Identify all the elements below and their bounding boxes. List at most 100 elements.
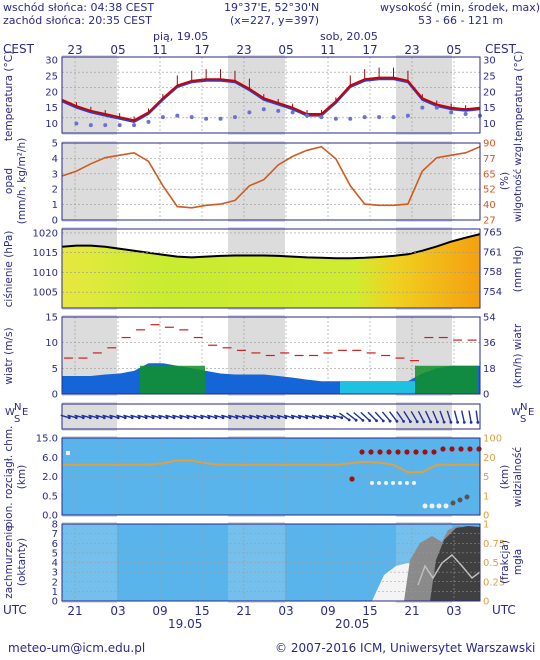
dewpoint-dot <box>117 123 122 128</box>
wind-arrow-head <box>221 416 225 420</box>
cloud-low-dot <box>457 497 463 503</box>
humidity-tick-right: 77 <box>483 154 496 165</box>
humidity-ylabel-right-1: wilgotność wzgl. <box>512 140 524 222</box>
wind-arrow <box>165 414 175 419</box>
visibility-tick-right: 5 <box>483 472 489 483</box>
wind-arrow-head <box>277 416 281 420</box>
cloud-tick-left: 0.0 <box>42 511 58 522</box>
cloud-base-dot <box>413 449 419 455</box>
hour-label-bottom: 09 <box>152 604 167 618</box>
pressure-ylabel-left: ciśnienie (hPa) <box>3 231 15 308</box>
dewpoint-dot <box>319 115 324 120</box>
wind-strong-band <box>415 365 478 394</box>
wind-arrow <box>256 414 266 419</box>
hour-label-bottom: 21 <box>404 604 419 618</box>
dewpoint-dot <box>348 116 353 121</box>
wind-tick-left: 5 <box>52 364 58 375</box>
dewpoint-dot <box>362 115 367 120</box>
pressure-frame <box>61 228 481 309</box>
wind-tick-right: 54 <box>483 313 496 324</box>
wind-arrow-head <box>347 418 351 422</box>
temp-tick-right: 25 <box>483 72 496 83</box>
dewpoint-dot <box>189 115 194 120</box>
visibility-ylabel-right-2: (km) <box>499 465 511 490</box>
cloudcover-tick-left: 4 <box>52 558 58 569</box>
cloudcover-night <box>228 524 285 601</box>
wind-arrow <box>116 414 126 419</box>
wind-arrow <box>410 410 418 423</box>
pressure-line <box>61 233 481 260</box>
wind-arrow-head <box>429 420 433 424</box>
temp-tick-right: 10 <box>483 119 496 130</box>
contact-email[interactable]: meteo-um@icm.edu.pl <box>8 641 146 655</box>
night-band-0-2 <box>396 55 452 135</box>
cloud-base-dot <box>349 476 355 482</box>
pressure-tick-left: 1010 <box>33 268 58 279</box>
wind-arrow <box>123 414 133 419</box>
night-band-1-2 <box>396 141 452 222</box>
temp-tick-left: 15 <box>45 103 58 114</box>
visibility-ylabel-right-1: widzialność <box>512 447 524 507</box>
cloudcover-tick-left: 7 <box>52 529 58 540</box>
temp-ylabel-right: temperatura (°C) <box>513 51 525 141</box>
wind-arrow <box>249 414 259 419</box>
wind-ylabel-left: wiatr (m/s) <box>3 327 15 384</box>
night-band-1-0 <box>62 141 117 222</box>
wind-arrow <box>158 414 168 419</box>
wind-arrow-head <box>409 420 412 423</box>
wind-arrow-head <box>88 416 92 420</box>
compass-w: W <box>5 407 15 418</box>
cloud-base-dot <box>467 446 473 452</box>
precip-tick-left: 1 <box>52 200 58 211</box>
wind-arrow-head <box>249 416 253 420</box>
hour-label-top: 23 <box>404 43 419 57</box>
visibility-tick-right: 20 <box>483 453 496 464</box>
sunrise-text: wschód słońca: 04:38 CEST <box>3 1 155 14</box>
wind-arrow-head <box>381 419 385 423</box>
temp-tick-left: 30 <box>45 56 58 67</box>
precip-tick-left: 5 <box>52 139 58 150</box>
cloud-base-dot <box>368 449 374 455</box>
temp-tick-right: 30 <box>483 56 496 67</box>
wind-arrow-head <box>442 420 446 424</box>
cloud-base-dot <box>395 449 401 455</box>
visibility-frame <box>61 437 481 516</box>
wind-arrow-head <box>144 416 148 420</box>
wind-arrow-head <box>469 421 473 424</box>
wind-arrow <box>367 411 377 422</box>
humidity-tick-right: 40 <box>483 200 496 211</box>
cloudcover-tick-left: 2 <box>52 577 58 588</box>
wind-arrow <box>339 412 350 421</box>
fog-ylabel-right-1: (frakcja) <box>499 540 511 584</box>
wind-arrow-head <box>200 416 204 420</box>
wind-arrow <box>332 414 342 419</box>
cloudcover-tick-left: 8 <box>52 520 58 531</box>
precip-tick-left: 4 <box>52 154 58 165</box>
tz-top-right: CEST <box>485 42 516 56</box>
visibility-tick-right: 100 <box>483 434 502 445</box>
humidity-line <box>61 145 481 209</box>
cloud-top-dot <box>384 481 388 485</box>
cloud-tick-left: 0.5 <box>42 491 58 502</box>
wind-arrow-head <box>256 416 260 420</box>
compass-e: E <box>22 407 28 418</box>
wind-arrow <box>172 414 182 419</box>
cloudcover-frame <box>61 523 481 602</box>
wind-arrow-head <box>109 416 113 420</box>
wind-arrow-head <box>388 419 392 423</box>
wind-arrow-head <box>456 420 459 424</box>
wind-arrow <box>228 414 238 419</box>
tz-bottom-left: UTC <box>3 603 27 617</box>
hour-label-top: 05 <box>110 43 125 57</box>
dewpoint-dot <box>333 116 338 121</box>
grid-text: (x=227, y=397) <box>230 14 320 27</box>
cloud-base-dot <box>431 449 437 455</box>
wind-arrow <box>276 414 286 419</box>
high-cloud-area <box>430 526 480 601</box>
cloud-low-dot <box>422 503 428 509</box>
wind-arrow <box>242 414 252 419</box>
wind-arrow <box>290 414 300 419</box>
cloud-ylabel-left-1: pion. rozciągł. chm. <box>3 426 15 529</box>
cloud-base-dot <box>458 446 464 452</box>
wind-arrow <box>137 414 147 419</box>
